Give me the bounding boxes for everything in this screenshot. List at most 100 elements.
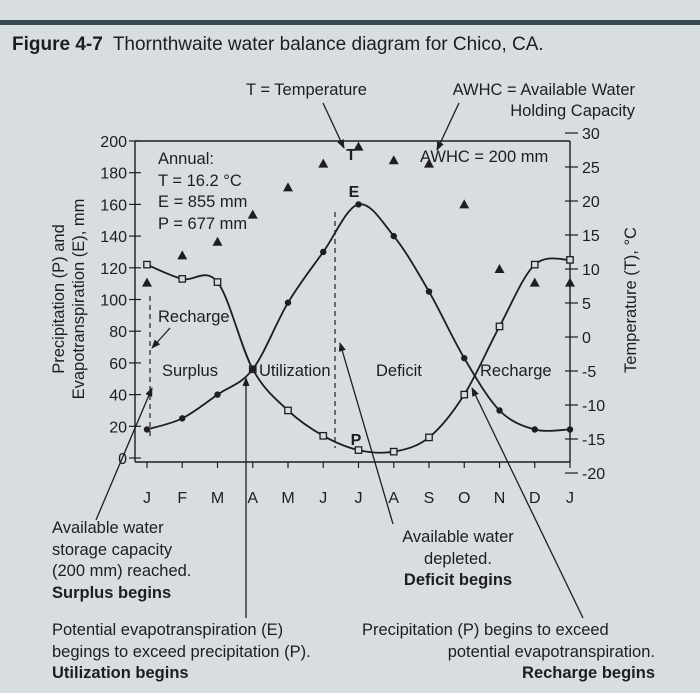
zone-label-surplus: Surplus — [162, 362, 218, 380]
annotation-deficit-line1: Available water — [402, 528, 514, 546]
evapotranspiration-point-8 — [425, 288, 433, 295]
temperature-point-7 — [388, 155, 399, 165]
annotation-surplus-line1: Available water — [52, 519, 164, 537]
right-tick-label-25: 25 — [582, 160, 600, 177]
precipitation-point-5 — [319, 431, 328, 440]
x-tick-label-8: S — [424, 490, 435, 507]
x-tick-label-2: M — [211, 490, 224, 507]
precipitation-line — [146, 257, 571, 454]
annotation-utilization-line2: begings to exceed precipitation (P). — [52, 642, 311, 661]
left-tick-label-20: 20 — [109, 419, 127, 436]
temperature-point-8 — [424, 158, 434, 168]
arrow-surplus — [95, 387, 153, 521]
arrow-temperature-note — [322, 102, 345, 149]
x-tick-label-4: M — [281, 490, 294, 507]
awhc-note-line1: AWHC = Available Water — [452, 81, 635, 99]
right-axis-title: Temperature (T), °C — [622, 227, 640, 373]
annotation-utilization-bold: Utilization begins — [52, 664, 189, 682]
temperature-point-9 — [459, 199, 470, 209]
temperature-point-1 — [177, 250, 188, 260]
awhc-note: AWHC = Available Water Holding Capacity — [420, 80, 635, 122]
annotation-deficit-line2: depleted. — [424, 549, 492, 568]
annotation-recharge-line1: Precipitation (P) begins to exceed — [362, 621, 609, 639]
annotation-deficit-bold: Deficit begins — [403, 571, 513, 589]
zone-label-utilization: Utilization — [259, 362, 331, 380]
right-tick-label-20: 20 — [582, 194, 600, 211]
figure-title: Thornthwaite water balance diagram for C… — [112, 34, 544, 55]
annotation-surplus-line3: (200 mm) reached. — [52, 562, 192, 580]
arrow-recharge-early — [151, 327, 171, 349]
right-tick-label--10: -10 — [582, 398, 605, 415]
annotation-surplus: Available water storage capacity (200 mm… — [52, 518, 191, 604]
x-tick-label-1: F — [177, 490, 187, 507]
evapotranspiration-point-0 — [143, 426, 151, 433]
precipitation-point-2 — [213, 278, 222, 286]
temperature-point-2 — [212, 236, 223, 246]
annotation-deficit: Available water depleted. Deficit begins — [378, 527, 538, 592]
right-tick-label--20: -20 — [582, 466, 605, 483]
evapotranspiration-point-1 — [179, 415, 186, 422]
precipitation-point-11 — [530, 260, 539, 269]
right-tick-label--15: -15 — [582, 432, 605, 449]
precipitation-point-10 — [495, 322, 504, 331]
left-tick-label-160: 160 — [100, 197, 127, 214]
temperature-point-11 — [529, 277, 540, 287]
zone-label-deficit: Deficit — [376, 362, 422, 380]
evapotranspiration-point-4 — [284, 299, 292, 306]
top-rule — [0, 20, 700, 25]
right-tick-label-30: 30 — [582, 126, 600, 143]
temperature-point-6 — [353, 141, 364, 151]
zone-label-recharge-early: Recharge — [158, 308, 230, 326]
evapotranspiration-point-6 — [355, 201, 362, 208]
annotation-surplus-line2: storage capacity — [52, 540, 173, 559]
x-tick-label-12: J — [566, 490, 574, 507]
precipitation-point-1 — [178, 275, 187, 283]
awhc-value: AWHC = 200 mm — [420, 148, 549, 166]
left-tick-label-180: 180 — [100, 166, 127, 183]
label-T: T — [346, 147, 356, 164]
x-tick-label-7: A — [388, 490, 399, 507]
evapotranspiration-point-2 — [214, 391, 221, 398]
temperature-point-5 — [318, 158, 329, 168]
left-tick-label-40: 40 — [109, 388, 127, 405]
evapotranspiration-point-7 — [390, 232, 397, 240]
arrow-awhc-note — [436, 102, 460, 151]
arrow-deficit — [338, 342, 394, 525]
x-tick-label-9: O — [458, 490, 470, 507]
precipitation-point-12 — [566, 256, 574, 264]
label-P: P — [351, 432, 362, 449]
annual-evapotranspiration: E = 855 mm — [158, 193, 248, 211]
x-tick-label-6: J — [355, 490, 363, 507]
precipitation-point-4 — [284, 406, 292, 415]
x-tick-label-0: J — [143, 490, 151, 507]
left-tick-label-120: 120 — [100, 261, 127, 278]
annual-heading: Annual: — [158, 150, 214, 168]
annotation-recharge-line2: potential evapotranspiration. — [447, 642, 655, 661]
right-tick-label-0: 0 — [582, 330, 591, 347]
annual-temperature: T = 16.2 °C — [158, 171, 242, 190]
annotation-recharge: Precipitation (P) begins to exceed poten… — [362, 620, 655, 685]
precipitation-point-7 — [389, 447, 398, 456]
left-tick-label-0: 0 — [118, 451, 127, 468]
precipitation-point-9 — [460, 390, 469, 399]
left-axis-title-line2: Evapotranspiration (E), mm — [70, 199, 88, 400]
annual-precipitation: P = 677 mm — [158, 214, 248, 233]
evapotranspiration-point-9 — [461, 354, 468, 362]
x-tick-label-11: D — [529, 490, 541, 507]
right-tick-label-5: 5 — [582, 296, 591, 313]
awhc-note-line2: Holding Capacity — [510, 102, 635, 120]
precipitation-point-0 — [143, 260, 151, 269]
left-tick-label-140: 140 — [100, 229, 127, 246]
left-tick-label-200: 200 — [100, 134, 127, 151]
right-tick-label-15: 15 — [582, 228, 600, 245]
precipitation-point-8 — [425, 433, 433, 442]
left-tick-label-100: 100 — [100, 293, 127, 310]
right-tick-label--5: -5 — [582, 364, 596, 381]
x-tick-label-3: A — [247, 490, 258, 507]
evapotranspiration-line — [146, 203, 571, 432]
temperature-point-0 — [142, 277, 152, 287]
temperature-point-3 — [247, 209, 258, 219]
temperature-point-4 — [283, 182, 293, 192]
x-tick-label-10: N — [494, 490, 506, 507]
